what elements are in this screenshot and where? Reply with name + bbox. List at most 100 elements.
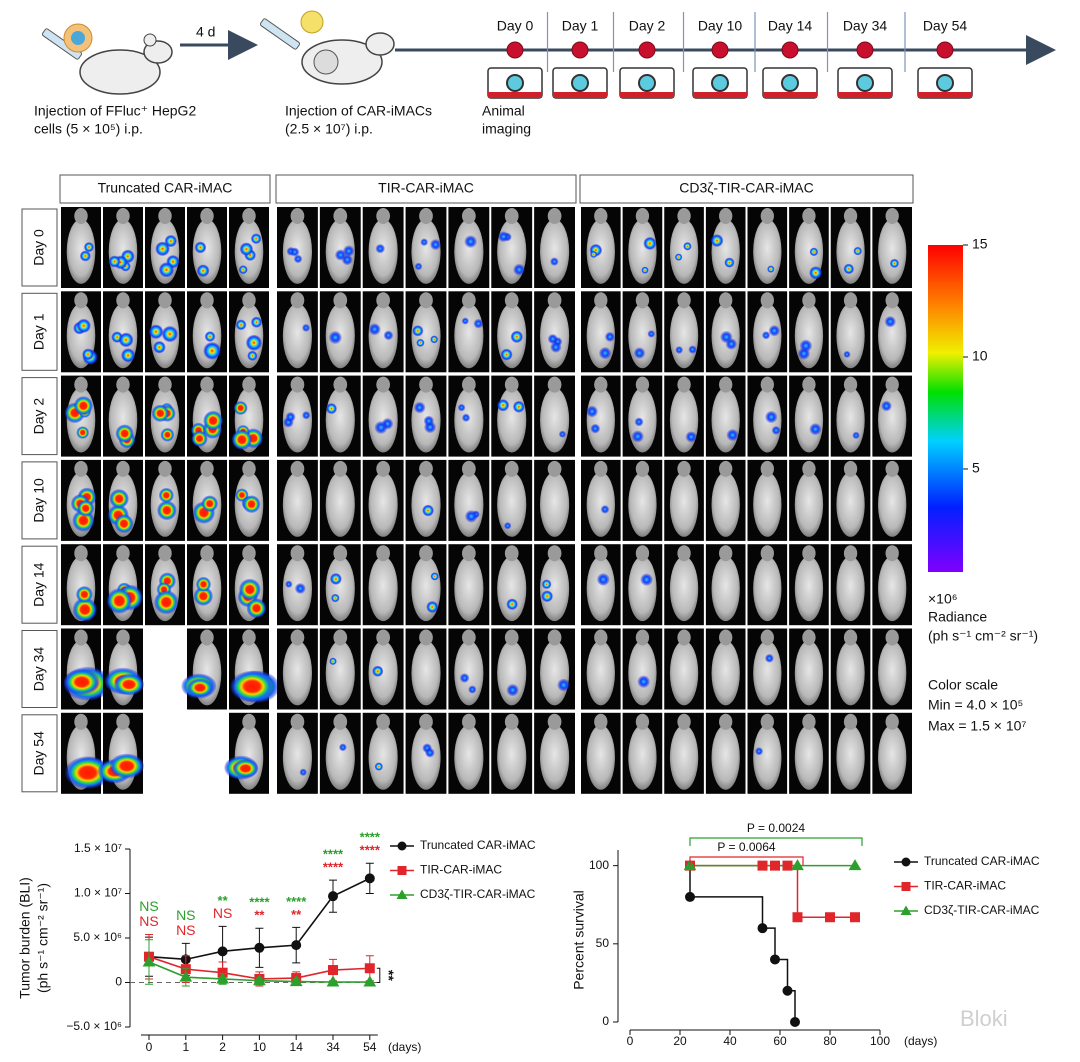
bioluminescence-signal: [420, 238, 428, 246]
mouse-head: [116, 208, 130, 224]
mouse-body: [411, 472, 441, 537]
mouse-image: [664, 375, 704, 457]
bioluminescence-signal: [121, 348, 136, 363]
bioluminescence-signal: [647, 330, 656, 338]
data-point: [216, 972, 229, 984]
mouse-image: [789, 544, 829, 626]
mouse-body: [669, 724, 699, 790]
data-point: [363, 975, 377, 987]
mouse-head: [333, 376, 348, 393]
mouse-image: [145, 544, 185, 626]
mouse-head: [885, 460, 899, 477]
mouse-image: [747, 207, 788, 288]
mouse-image: [319, 712, 361, 794]
survival-curve: [689, 865, 796, 1022]
bioluminescence-signal: [193, 586, 213, 606]
bioluminescence-signal: [302, 411, 311, 420]
mouse-head: [635, 629, 650, 646]
mouse-head: [547, 460, 562, 477]
mouse-image: [362, 712, 404, 794]
mouse-image: [277, 544, 318, 626]
mouse-body: [878, 387, 907, 453]
mouse-head: [200, 292, 214, 309]
mouse-image: [789, 628, 829, 710]
data-point: [685, 891, 695, 902]
bioluminescence-signal: [77, 499, 95, 517]
mouse-body: [325, 472, 355, 537]
bioluminescence-signal: [765, 410, 778, 424]
mouse-body: [753, 724, 782, 790]
significance-label: ****: [360, 843, 381, 858]
data-point: [850, 912, 860, 923]
bioluminescence-signal: [881, 400, 892, 412]
data-point: [770, 860, 780, 871]
bioluminescence-signal: [510, 330, 523, 343]
bioluminescence-signal: [203, 410, 223, 431]
bioluminescence-signal: [596, 573, 610, 586]
mouse-body: [753, 472, 782, 537]
mouse-image: [830, 712, 871, 794]
mouse-image: [872, 291, 912, 373]
bioluminescence-signal: [368, 323, 381, 336]
mouse-image: [789, 375, 829, 457]
timepoint-dot: [638, 41, 656, 59]
mouse-image: [491, 712, 533, 794]
bioluminescence-signal: [235, 319, 247, 331]
bioluminescence-signal: [513, 400, 525, 413]
mouse-body: [540, 472, 570, 537]
mouse-image: [61, 628, 112, 710]
mouse-image: [581, 207, 621, 288]
mouse-head: [74, 713, 88, 730]
camera-stripe: [918, 92, 972, 98]
x-tick-label: 60: [773, 1034, 787, 1048]
bioluminescence-signal: [767, 265, 775, 273]
mouse-head: [242, 208, 256, 224]
y-tick-label: 0: [602, 1014, 609, 1028]
mouse-head: [719, 460, 733, 477]
mouse-head: [333, 292, 348, 309]
data-point: [364, 873, 375, 884]
mouse-head: [333, 545, 348, 562]
camera-lens: [506, 74, 524, 92]
mouse-image: [747, 544, 788, 626]
bioluminescence-signal: [290, 247, 300, 257]
group-header-box: [275, 174, 577, 204]
mouse-head: [242, 292, 256, 309]
y-tick-label: 1.0 × 10⁷: [74, 886, 122, 900]
mouse-image: [581, 628, 621, 710]
timeline-day: Day 10: [698, 18, 743, 34]
bioluminescence-signal: [413, 401, 426, 414]
timeline-day: Day 2: [629, 18, 666, 34]
bioluminescence-signal: [293, 254, 303, 264]
bioluminescence-signal: [547, 333, 558, 344]
x-tick-label: 54: [363, 1040, 377, 1054]
bioluminescence-signal: [238, 265, 248, 275]
mouse-body: [711, 219, 740, 284]
bioluminescence-signal: [604, 331, 615, 342]
mouse-image: [145, 207, 185, 288]
colorbar-tick-label: 5: [972, 460, 980, 476]
bioluminescence-signal: [326, 403, 337, 414]
bioluminescence-signal: [768, 325, 780, 337]
bioluminescence-signal: [115, 424, 134, 443]
x-tick-label: 34: [326, 1040, 340, 1054]
timeline-day: Day 34: [843, 18, 888, 34]
bioluminescence-signal: [329, 657, 337, 665]
x-tick-label: 14: [290, 1040, 304, 1054]
mouse-head: [802, 376, 816, 393]
mouse-head: [158, 460, 172, 477]
mouse-image: [872, 375, 912, 457]
bioluminescence-signal: [843, 350, 851, 358]
significance-label: ****: [323, 847, 344, 862]
mouse-body: [878, 724, 907, 790]
camera-icon: [762, 67, 818, 99]
mouse-head: [158, 208, 172, 224]
bioluminescence-signal: [63, 669, 100, 695]
row-label: Day 14: [31, 562, 47, 607]
mouse-image: [362, 628, 404, 710]
mouse-head: [200, 545, 214, 562]
row-label-box: [21, 630, 58, 708]
data-point: [217, 946, 228, 957]
mouse-head: [242, 713, 256, 730]
